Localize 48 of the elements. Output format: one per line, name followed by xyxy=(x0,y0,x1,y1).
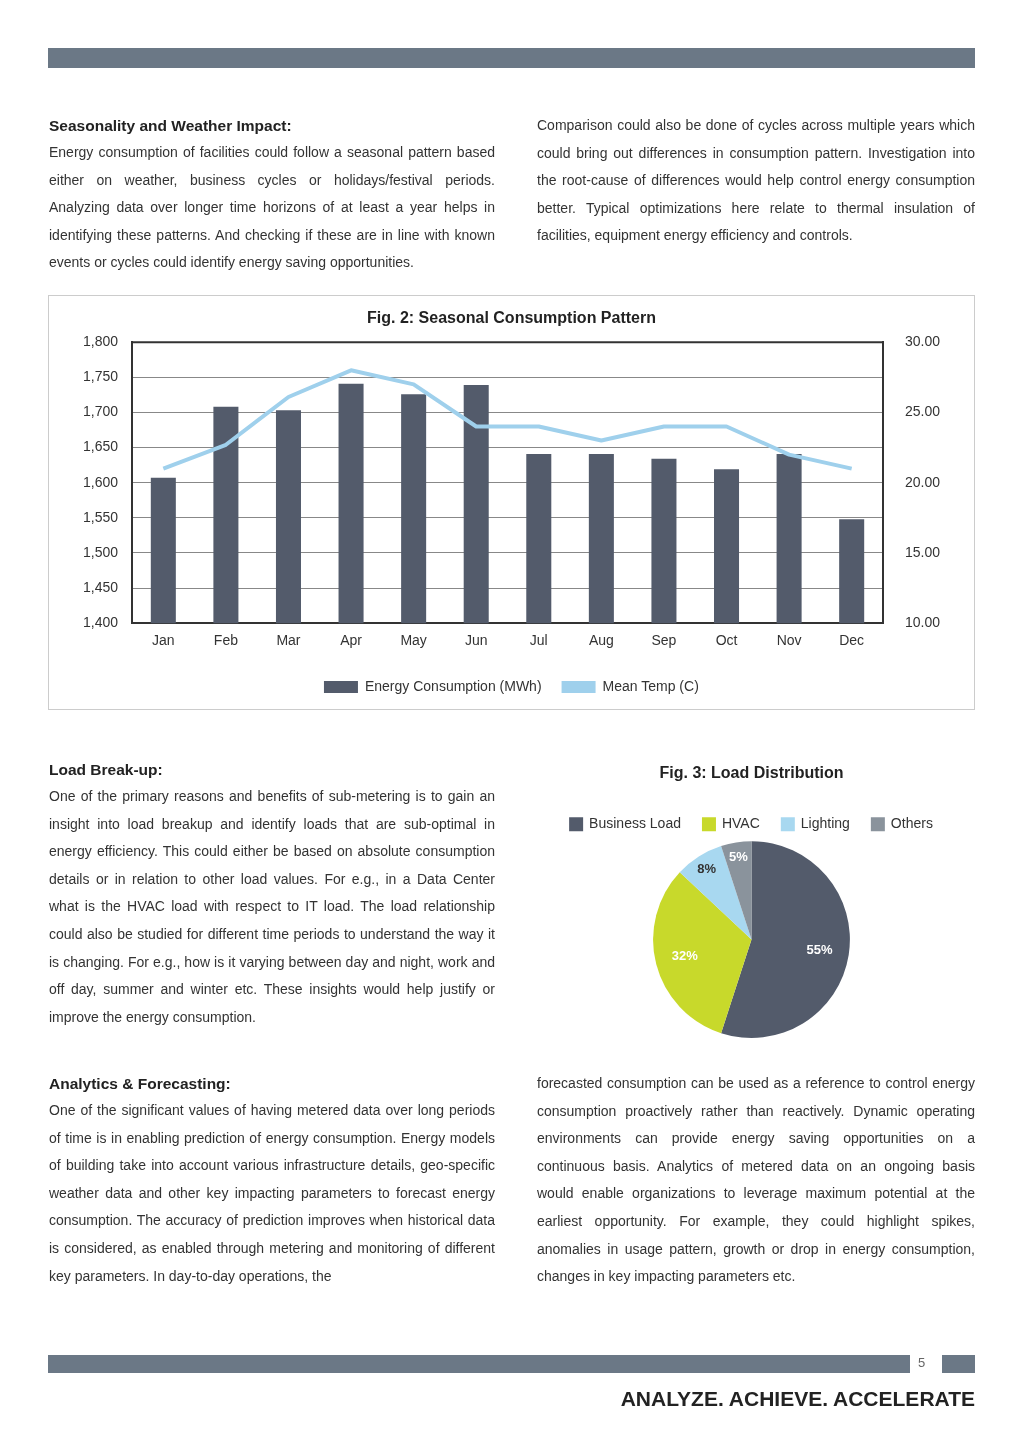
x-tick-label: Apr xyxy=(340,632,363,649)
y-tick-label: 1,800 xyxy=(82,333,119,350)
text: 5 xyxy=(918,1355,926,1370)
text: forecasted consumption can be used as a reference to control energy consumption proactively rather than reactively. Dynamic operating environments can provide energy saving opportunities on a continuous basis. Analytics of metered data on an ongoing basis would enable organizations to leverage maximum potential at the earliest opportunity. For example, they could highlight spikes, anomalies in usage pattern, growth or drop in energy consumption, changes in key impacting parameters etc. xyxy=(537,1074,975,1287)
y2-tick-label: 20.00 xyxy=(904,473,941,490)
x-tick-label: Oct xyxy=(715,632,738,649)
x-tick-label: Jun xyxy=(464,632,488,649)
legend-label: Others xyxy=(890,815,933,832)
legend-label: Mean Temp (C) xyxy=(602,677,699,694)
x-tick-label: Aug xyxy=(588,632,614,649)
y-tick-label: 1,400 xyxy=(82,614,119,631)
y-tick-label: 1,750 xyxy=(82,368,119,385)
legend-label: Lighting xyxy=(800,815,850,832)
legend-label: Business Load xyxy=(589,815,681,832)
x-tick-label: Dec xyxy=(839,632,865,649)
text: Seasonality and Weather Impact: xyxy=(49,116,293,136)
x-tick-label: Nov xyxy=(776,632,802,649)
y-tick-label: 1,600 xyxy=(82,473,119,490)
data-label: 8% xyxy=(697,860,717,876)
text: Analytics & Forecasting: xyxy=(49,1074,232,1094)
y-tick-label: 1,650 xyxy=(82,438,119,455)
y2-tick-label: 25.00 xyxy=(904,403,941,420)
x-tick-label: Jan xyxy=(152,632,175,649)
y2-tick-label: 10.00 xyxy=(904,614,941,631)
legend-label: Energy Consumption (MWh) xyxy=(364,677,542,694)
text: Comparison could also be done of cycles across multiple years which could bring out differences in consumption pattern. Investigation into the root-cause of differences would help control energy consumption better. Typical optimizations here relate to thermal insulation of facilities, equipment energy efficiency and controls. xyxy=(537,116,975,246)
y-tick-label: 1,550 xyxy=(82,508,119,525)
y-tick-label: 1,450 xyxy=(82,578,119,595)
data-label: 32% xyxy=(671,948,699,964)
chart-title: Fig. 3: Load Distribution xyxy=(659,764,844,782)
text: One of the primary reasons and benefits of sub-metering is to gain an insight into load breakup and identify loads that are sub-optimal in energy efficiency. This could either be based on absolute consumption details or in relation to other load values. For e.g., in a Data Center what is the HVAC load with respect to IT load. The load relationship could also be studied for different time periods to understand the way it is changing. For e.g., how is it varying between day and night, work and off day, summer and winter etc. These insights would help justify or improve the energy consumption. xyxy=(49,788,495,1025)
text: Energy consumption of facilities could follow a seasonal pattern based either on weather, business cycles or holidays/festival periods. Analyzing data over longer time horizons of at least a year helps in identifying these patterns. And checking if these are in line with known events or cycles could identify energy saving opportunities. xyxy=(49,143,495,273)
y-tick-label: 1,700 xyxy=(82,403,119,420)
x-tick-label: Sep xyxy=(651,632,677,649)
data-label: 55% xyxy=(806,941,833,957)
text: ANALYZE. ACHIEVE. ACCELERATE xyxy=(620,1387,975,1411)
data-label: 5% xyxy=(729,848,749,864)
x-tick-label: May xyxy=(400,632,427,649)
x-tick-label: Jul xyxy=(529,632,548,649)
y2-tick-label: 30.00 xyxy=(904,333,941,350)
y-tick-label: 1,500 xyxy=(82,543,119,560)
text: Load Break-up: xyxy=(49,760,164,780)
y2-tick-label: 15.00 xyxy=(904,543,941,560)
legend-label: HVAC xyxy=(721,815,760,832)
text: One of the significant values of having metered data over long periods of time is in enabling prediction of energy consumption. Energy models of building take into account various infrastructure details, geo-specific weather data and other key impacting parameters to forecast energy consumption. The accuracy of prediction improves when historical data is considered, as enabled through metering and monitoring of different key parameters. In day-to-day operations, the xyxy=(49,1101,495,1286)
x-tick-label: Feb xyxy=(213,632,239,649)
x-tick-label: Mar xyxy=(276,632,301,649)
chart-title: Fig. 2: Seasonal Consumption Pattern xyxy=(367,309,656,327)
